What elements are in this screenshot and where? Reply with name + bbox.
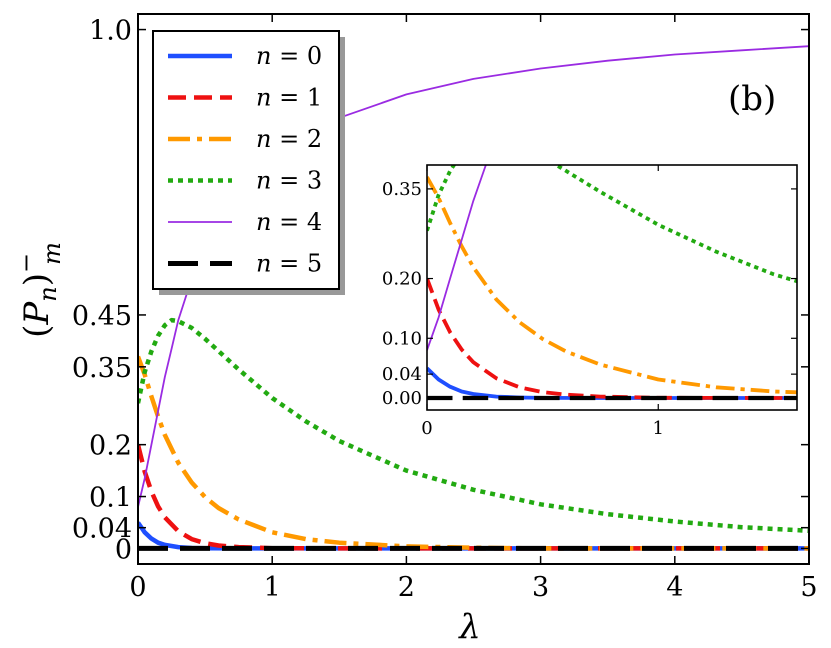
x-tick-label: 3 <box>532 572 549 603</box>
y-axis-label-minus: − <box>12 253 40 273</box>
inset-y-tick-label: 0.00 <box>382 388 422 409</box>
inset-y-tick-label: 0.04 <box>382 364 422 385</box>
legend-label-n1: n = 1 <box>256 84 322 112</box>
inset-series-line-n4 <box>427 165 487 351</box>
legend-label-n2: n = 2 <box>256 125 322 153</box>
inset-y-tick-label: 0.10 <box>382 328 422 349</box>
legend-box <box>152 30 340 290</box>
inset-x-tick-label: 0 <box>421 418 432 439</box>
x-tick-label: 4 <box>666 572 683 603</box>
x-axis-label: λ <box>457 607 481 647</box>
inset-series-line-n2 <box>427 176 797 395</box>
series-line-n1 <box>138 444 809 551</box>
y-tick-label: 0.2 <box>89 431 132 462</box>
x-tick-label: 5 <box>800 572 817 603</box>
legend-label-n0: n = 0 <box>256 42 322 70</box>
y-tick-label: 1.0 <box>89 16 132 47</box>
series-line-n3 <box>138 317 809 534</box>
x-tick-label: 2 <box>398 572 415 603</box>
inset-series-line-n0 <box>427 366 797 400</box>
y-axis-label-m: m <box>38 242 66 265</box>
panel-annotation: (b) <box>728 79 776 119</box>
inset-x-tick-label: 1 <box>653 418 664 439</box>
y-axis-label-n: n <box>34 286 62 301</box>
legend-label-n5: n = 5 <box>256 250 322 278</box>
inset-series-line-n1 <box>427 277 797 400</box>
y-axis-label-group: (Pn)−m <box>12 242 66 338</box>
legend-label-n4: n = 4 <box>256 208 322 236</box>
y-tick-label: 0.1 <box>89 483 132 514</box>
x-tick-label: 1 <box>264 572 281 603</box>
y-tick-label: 0.04 <box>72 514 132 545</box>
inset-frame <box>426 164 798 411</box>
inset-y-tick-label: 0.35 <box>382 179 422 200</box>
legend-label-n3: n = 3 <box>256 167 322 195</box>
inset-series-group <box>427 165 797 401</box>
y-tick-label: 0.35 <box>72 353 132 384</box>
y-axis-label-P: P <box>17 301 57 326</box>
y-tick-label: 0.45 <box>72 301 132 332</box>
y-axis-label: (Pn)−m <box>12 242 66 338</box>
inset-background <box>427 165 797 410</box>
inset-y-tick-label: 0.20 <box>382 269 422 290</box>
x-tick-label: 0 <box>129 572 146 603</box>
y-tick-label: 0 <box>115 534 132 565</box>
plot-frame <box>137 13 810 565</box>
